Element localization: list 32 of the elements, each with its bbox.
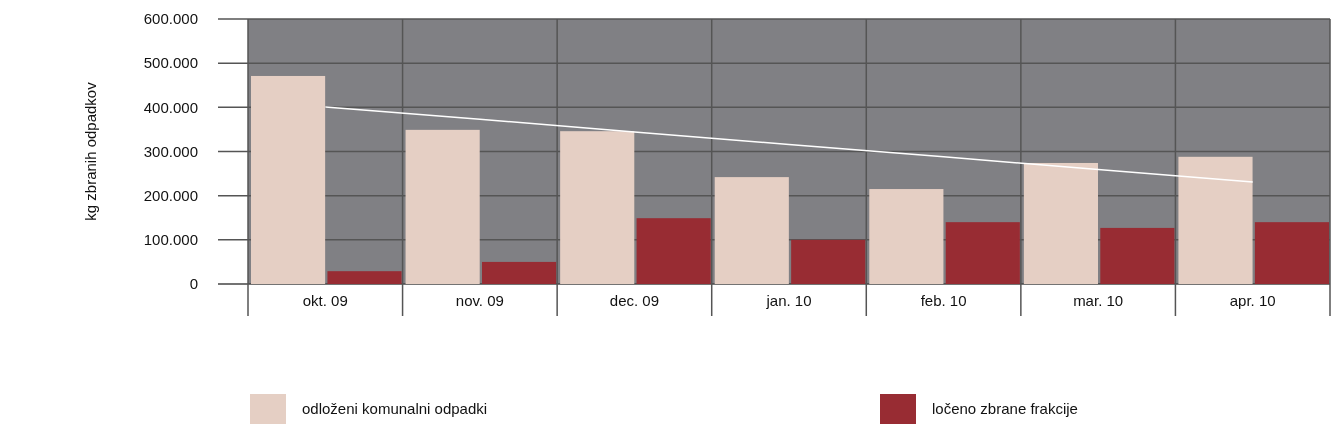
bar: [636, 218, 711, 284]
x-tick-label: nov. 09: [455, 292, 504, 309]
y-tick-label: 300.000: [143, 142, 198, 160]
x-tick-label: okt. 09: [302, 292, 348, 309]
x-tick-label: apr. 10: [1229, 292, 1276, 309]
bar: [1100, 227, 1175, 284]
y-tick-label: 0: [189, 275, 198, 293]
x-tick-label: dec. 09: [609, 292, 660, 309]
line-series: [324, 106, 1254, 183]
bar: [791, 239, 866, 284]
bar: [560, 131, 635, 284]
bar: [1023, 162, 1098, 284]
bar: [482, 261, 557, 284]
bar: [405, 129, 480, 284]
y-tick-label: 200.000: [143, 186, 198, 204]
x-tick-label: jan. 10: [765, 292, 812, 309]
y-tick-label: 400.000: [143, 98, 198, 116]
y-tick-label: 500.000: [143, 54, 198, 72]
bar: [714, 177, 789, 284]
x-tick-label: mar. 10: [1073, 292, 1124, 309]
legend-label: ločeno zbrane frakcije: [932, 400, 1078, 417]
bar: [1254, 222, 1329, 284]
bar: [251, 75, 326, 284]
legend-label: odloženi komunalni odpadki: [302, 400, 488, 417]
bar: [1178, 156, 1253, 284]
y-tick-label: 600.000: [143, 10, 198, 28]
y-tick-label: 100.000: [143, 231, 198, 249]
bar: [869, 189, 944, 284]
bar: [327, 271, 402, 284]
bar: [945, 222, 1020, 284]
x-tick-label: feb. 10: [920, 292, 967, 309]
y-axis-title: kg zbranih odpadkov: [82, 81, 99, 221]
